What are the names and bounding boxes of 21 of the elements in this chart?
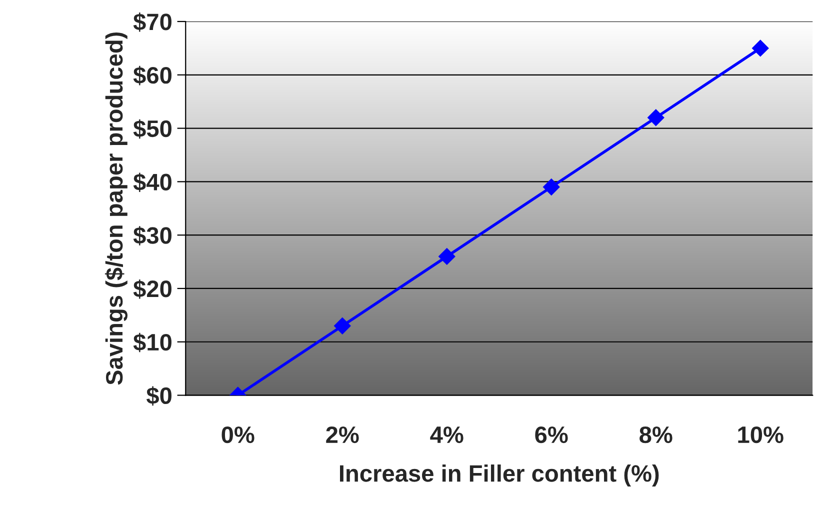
y-tick-label: $50 bbox=[133, 119, 172, 139]
point bbox=[543, 178, 560, 196]
x-tick-label: 0% bbox=[222, 426, 254, 444]
x-tick-label: 8% bbox=[640, 426, 672, 444]
x-tick-label: 6% bbox=[535, 426, 568, 444]
x-tick-label: 4% bbox=[430, 426, 464, 444]
y-axis-title: Savings ($/ton paper produced) bbox=[104, 32, 128, 385]
y-tick-label: $20 bbox=[133, 280, 172, 299]
point bbox=[334, 317, 351, 334]
point bbox=[648, 109, 664, 126]
y-tick-label: $40 bbox=[133, 172, 172, 192]
y-tick-label: $30 bbox=[133, 226, 172, 246]
y-tick-label: $60 bbox=[133, 66, 172, 86]
y-tick-label: $0 bbox=[146, 386, 172, 406]
x-tick-label: 10% bbox=[738, 426, 784, 444]
x-tick-label: 2% bbox=[326, 426, 359, 444]
x-axis-title: Increase in Filler content (%) bbox=[340, 464, 659, 487]
point bbox=[752, 40, 769, 57]
y-tick-label: $70 bbox=[133, 12, 172, 32]
point bbox=[438, 248, 456, 265]
y-tick-label: $10 bbox=[133, 332, 172, 352]
